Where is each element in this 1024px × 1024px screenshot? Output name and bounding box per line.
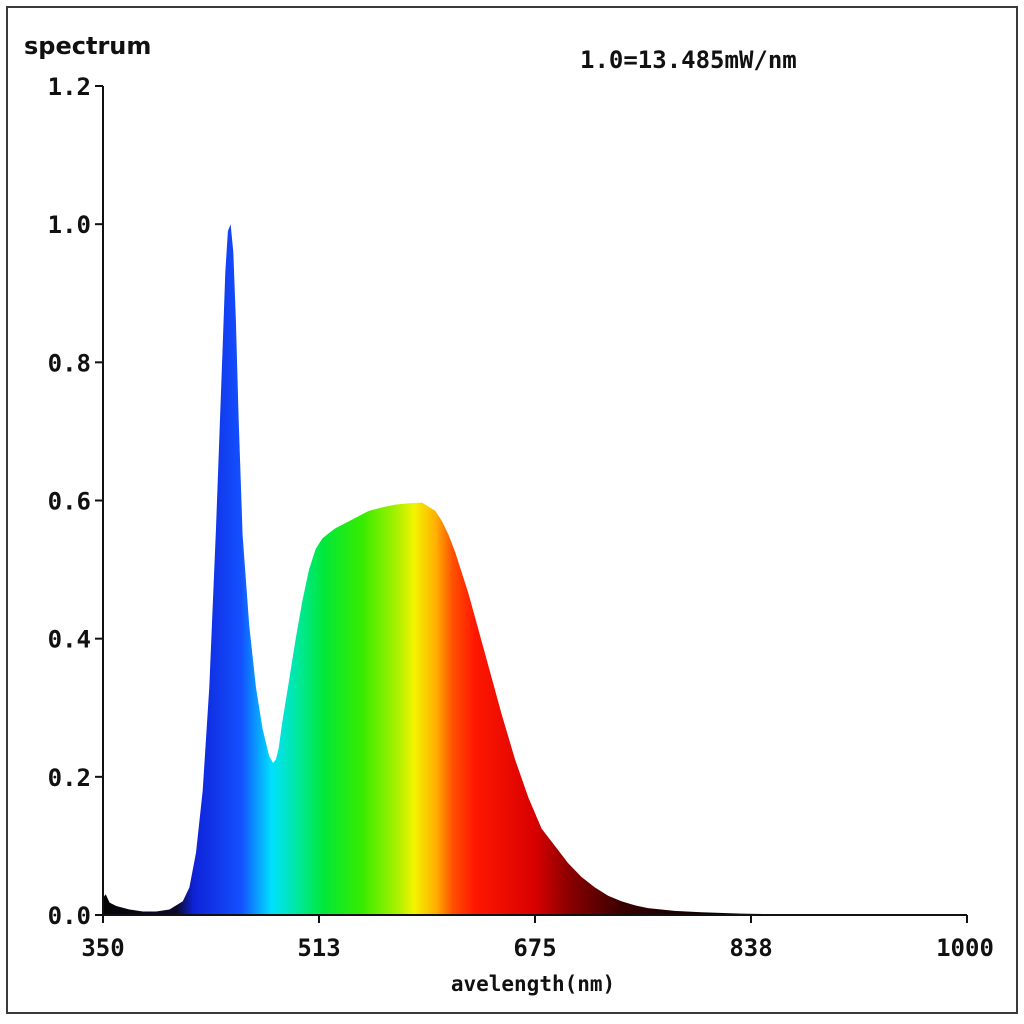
- y-tick-label: 0.6: [48, 488, 91, 516]
- y-ticks: 0.0 0.2 0.4 0.6 0.8 1.0 1.2: [48, 73, 103, 930]
- x-tick-label: 838: [729, 934, 772, 962]
- x-tick-label: 1000: [936, 934, 994, 962]
- x-axis-label: avelength(nm): [451, 972, 615, 996]
- x-tick-label: 350: [81, 934, 124, 962]
- spectrum-area: [103, 224, 967, 915]
- x-tick-label: 675: [513, 934, 556, 962]
- y-tick-label: 0.2: [48, 764, 91, 792]
- y-tick-label: 0.8: [48, 349, 91, 377]
- y-tick-label: 1.2: [48, 73, 91, 101]
- scale-annotation: 1.0=13.485mW/nm: [580, 46, 797, 74]
- y-tick-label: 0.0: [48, 902, 91, 930]
- y-axis-label: spectrum: [24, 32, 151, 60]
- y-tick-label: 1.0: [48, 211, 91, 239]
- x-ticks: 350 513 675 838 1000: [81, 915, 994, 962]
- x-tick-label: 513: [297, 934, 340, 962]
- y-tick-label: 0.4: [48, 626, 91, 654]
